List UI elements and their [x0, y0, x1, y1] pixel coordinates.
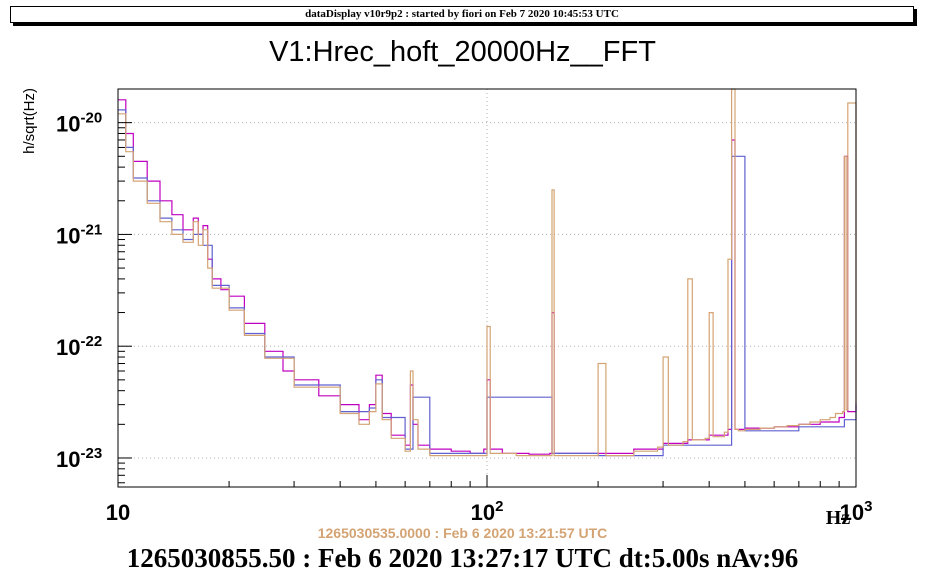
series-line-3: [118, 88, 857, 457]
y-tick-label: 10-20: [56, 110, 102, 137]
y-tick-label: 10-23: [56, 445, 102, 472]
x-tick-label: 10: [106, 500, 130, 525]
axes-group: 10 102 103 10-20 10-21 10-22 10-23: [56, 88, 873, 525]
current-timestamp: 1265030855.50 : Feb 6 2020 13:27:17 UTC …: [126, 543, 799, 573]
reference-timestamp: 1265030535.0000 : Feb 6 2020 13:21:57 UT…: [317, 525, 608, 541]
y-axis-label: h/sqrt(Hz): [21, 88, 38, 154]
y-tick-label: 10-21: [56, 221, 102, 248]
x-tick-label: 102: [471, 498, 504, 525]
x-tick-label: 103: [840, 498, 873, 525]
series-group: [118, 88, 857, 457]
chart-title: V1:Hrec_hoft_20000Hz__FFT: [269, 36, 656, 68]
x-axis-label: Hz: [826, 507, 851, 529]
window-banner: dataDisplay v10r9p2 : started by fiori o…: [10, 6, 914, 23]
y-tick-label: 10-22: [56, 333, 102, 360]
